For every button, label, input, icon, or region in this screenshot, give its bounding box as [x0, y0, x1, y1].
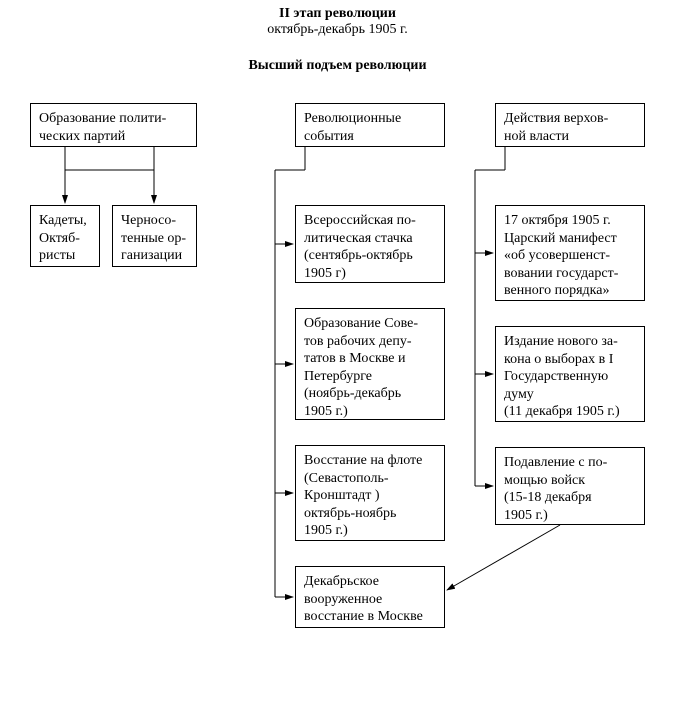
title-line2: октябрь-декабрь 1905 г. — [267, 22, 407, 37]
flowchart-canvas: II этап революции октябрь-декабрь 1905 г… — [0, 0, 675, 726]
node-govt-header: Действия верхов-ной власти — [495, 103, 645, 147]
title-line1: II этап революции — [279, 6, 396, 21]
node-kadets: Кадеты,Октяб-ристы — [30, 205, 100, 267]
diagram-subtitle: Высший подъем революции — [0, 58, 675, 74]
node-events-header: Революционныесобытия — [295, 103, 445, 147]
node-blackhundreds: Черносо-тенные ор-ганизации — [112, 205, 197, 267]
node-december: Декабрьскоевооруженноевосстание в Москве — [295, 566, 445, 628]
node-strike: Всероссийская по-литическая стачка(сентя… — [295, 205, 445, 283]
node-suppression: Подавление с по-мощью войск(15-18 декабр… — [495, 447, 645, 525]
node-elections: Издание нового за-кона о выборах в IГосу… — [495, 326, 645, 422]
node-manifesto: 17 октября 1905 г.Царский манифест«об ус… — [495, 205, 645, 301]
node-parties-header: Образование полити-ческих партий — [30, 103, 197, 147]
node-fleet: Восстание на флоте(Севастополь-Кронштадт… — [295, 445, 445, 541]
node-soviets: Образование Сове-тов рабочих депу-татов … — [295, 308, 445, 420]
diagram-title: II этап революции октябрь-декабрь 1905 г… — [0, 6, 675, 38]
